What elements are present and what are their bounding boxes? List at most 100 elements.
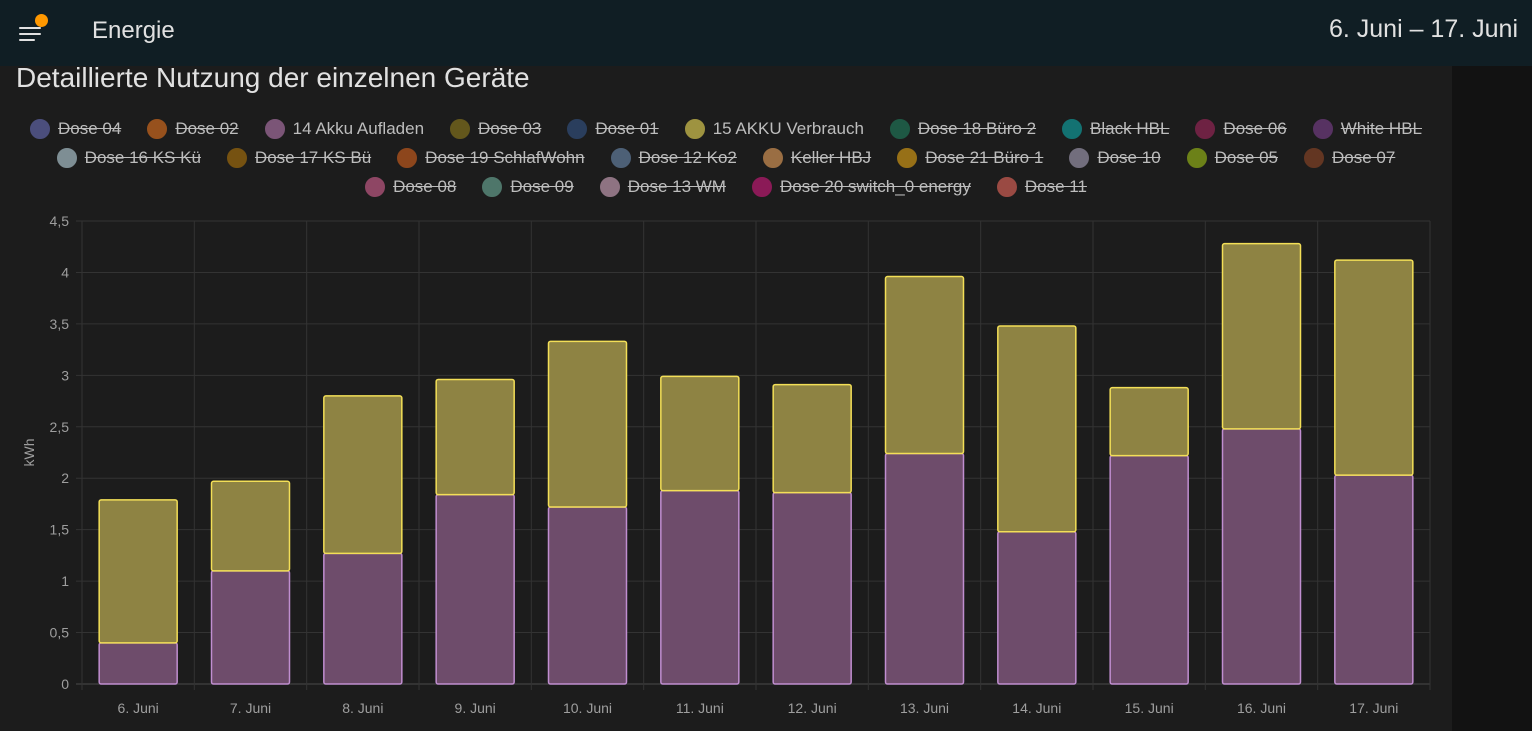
bar-segment [323, 552, 403, 685]
bar-segment [884, 452, 965, 685]
y-tick-label: 4 [61, 264, 69, 280]
bar-segment [1109, 386, 1189, 457]
legend-swatch-icon [1069, 147, 1090, 168]
legend-swatch-icon [684, 118, 705, 139]
bar-segment [210, 480, 291, 572]
bar-segment [997, 530, 1077, 685]
bar-segment [660, 489, 740, 685]
x-tick-label: 7. Juni [230, 700, 271, 716]
legend-item[interactable]: Dose 11 [996, 176, 1087, 197]
legend-item[interactable]: Dose 12 Ko2 [610, 147, 737, 168]
legend-label: Dose 17 KS Bü [254, 147, 372, 167]
hamburger-icon [19, 27, 41, 29]
legend-label: Dose 18 Büro 2 [917, 118, 1037, 138]
legend-swatch-icon [365, 176, 386, 197]
legend-swatch-icon [264, 118, 285, 139]
x-tick-label: 11. Juni [676, 700, 724, 716]
menu-button[interactable] [14, 12, 54, 48]
legend-item[interactable]: Dose 05 [1186, 147, 1278, 168]
y-tick-label: 3,5 [50, 316, 70, 332]
bar-segment [1334, 474, 1414, 685]
legend-label: Dose 03 [478, 118, 542, 138]
legend-label: Dose 07 [1331, 147, 1396, 167]
bar-segment [660, 375, 740, 492]
legend-item[interactable]: Dose 03 [450, 118, 541, 139]
legend-swatch-icon [762, 147, 783, 168]
legend-label: Dose 21 Büro 1 [925, 147, 1044, 167]
legend-item[interactable]: Dose 20 switch_0 energy [751, 176, 971, 197]
x-tick-label: 6. Juni [118, 700, 159, 716]
legend-item[interactable]: White HBL [1312, 118, 1422, 139]
legend-item[interactable]: Dose 21 Büro 1 [897, 147, 1043, 168]
legend-item[interactable]: Dose 04 [29, 118, 122, 139]
bar-segment [884, 275, 965, 455]
legend-label: Dose 04 [57, 118, 122, 138]
bar-segment [772, 383, 852, 494]
legend-label: Dose 12 Ko2 [638, 147, 737, 167]
bar-segment [1109, 454, 1189, 685]
legend-label: Dose 13 WM [627, 176, 726, 196]
y-tick-label: 0,5 [50, 625, 70, 641]
legend-item[interactable]: Dose 13 WM [599, 176, 726, 197]
legend-item[interactable]: Keller HBJ [762, 147, 872, 168]
chart-card: Detaillierte Nutzung der einzelnen Gerät… [0, 62, 1452, 731]
legend-item[interactable]: Dose 06 [1195, 118, 1287, 139]
legend-swatch-icon [1303, 147, 1324, 168]
legend-item[interactable]: Dose 19 SchlafWohn [397, 147, 585, 168]
legend-label: Dose 11 [1024, 176, 1087, 196]
legend-swatch-icon [751, 176, 772, 197]
x-tick-label: 8. Juni [342, 700, 383, 716]
legend-label: Dose 10 [1097, 147, 1161, 167]
legend-item[interactable]: Dose 01 [567, 118, 659, 139]
legend-swatch-icon [889, 118, 910, 139]
y-tick-label: 3 [61, 367, 69, 383]
legend-label: 15 AKKU Verbrauch [712, 118, 864, 138]
y-tick-label: 1 [61, 573, 69, 589]
legend-swatch-icon [897, 147, 918, 168]
legend-label: 14 Akku Aufladen [292, 118, 425, 138]
legend-swatch-icon [1186, 147, 1207, 168]
legend-item[interactable]: Dose 07 [1303, 147, 1396, 168]
y-axis-label: kWh [21, 439, 37, 467]
legend-label: Keller HBJ [790, 147, 872, 167]
legend-item[interactable]: Black HBL [1062, 118, 1169, 139]
legend-swatch-icon [567, 118, 588, 139]
bar-segment [547, 506, 628, 685]
legend-swatch-icon [996, 176, 1017, 197]
legend-label: Dose 02 [175, 118, 239, 138]
legend-swatch-icon [610, 147, 631, 168]
legend-swatch-icon [450, 118, 471, 139]
bar-segment [1221, 242, 1302, 430]
legend-item[interactable]: 14 Akku Aufladen [264, 118, 425, 139]
y-tick-label: 2 [61, 470, 69, 486]
legend-swatch-icon [599, 176, 620, 197]
legend-label: Dose 16 KS Kü [84, 147, 201, 167]
legend-item[interactable]: Dose 10 [1069, 147, 1161, 168]
legend-swatch-icon [1195, 118, 1216, 139]
legend-label: Dose 06 [1223, 118, 1287, 138]
legend-label: Dose 20 switch_0 energy [779, 176, 971, 196]
x-tick-label: 15. Juni [1125, 700, 1174, 716]
y-tick-label: 4,5 [50, 213, 70, 229]
bar-segment [772, 491, 852, 685]
legend-item[interactable]: Dose 17 KS Bü [226, 147, 372, 168]
y-tick-label: 0 [61, 676, 69, 692]
bar-segment [323, 395, 403, 555]
top-app-bar: Energie 6. Juni – 17. Juni [0, 0, 1532, 66]
legend-item[interactable]: 15 AKKU Verbrauch [684, 118, 864, 139]
y-tick-label: 2,5 [50, 419, 70, 435]
y-tick-label: 1,5 [50, 522, 70, 538]
side-panel [1452, 66, 1532, 731]
notification-badge-icon [35, 14, 48, 27]
legend-swatch-icon [29, 118, 50, 139]
legend-item[interactable]: Dose 18 Büro 2 [889, 118, 1037, 139]
x-tick-label: 9. Juni [455, 700, 496, 716]
chart-legend: Dose 04 Dose 02 14 Akku Aufladen Dose 03 Dos… [0, 118, 1452, 197]
legend-item[interactable]: Dose 08 [365, 176, 456, 197]
legend-item[interactable]: Dose 16 KS Kü [56, 147, 201, 168]
legend-label: Dose 01 [595, 118, 659, 138]
legend-item[interactable]: Dose 09 [482, 176, 574, 197]
legend-label: Dose 19 SchlafWohn [425, 147, 585, 167]
date-range-label[interactable]: 6. Juni – 17. Juni [1328, 15, 1518, 43]
legend-item[interactable]: Dose 02 [147, 118, 239, 139]
